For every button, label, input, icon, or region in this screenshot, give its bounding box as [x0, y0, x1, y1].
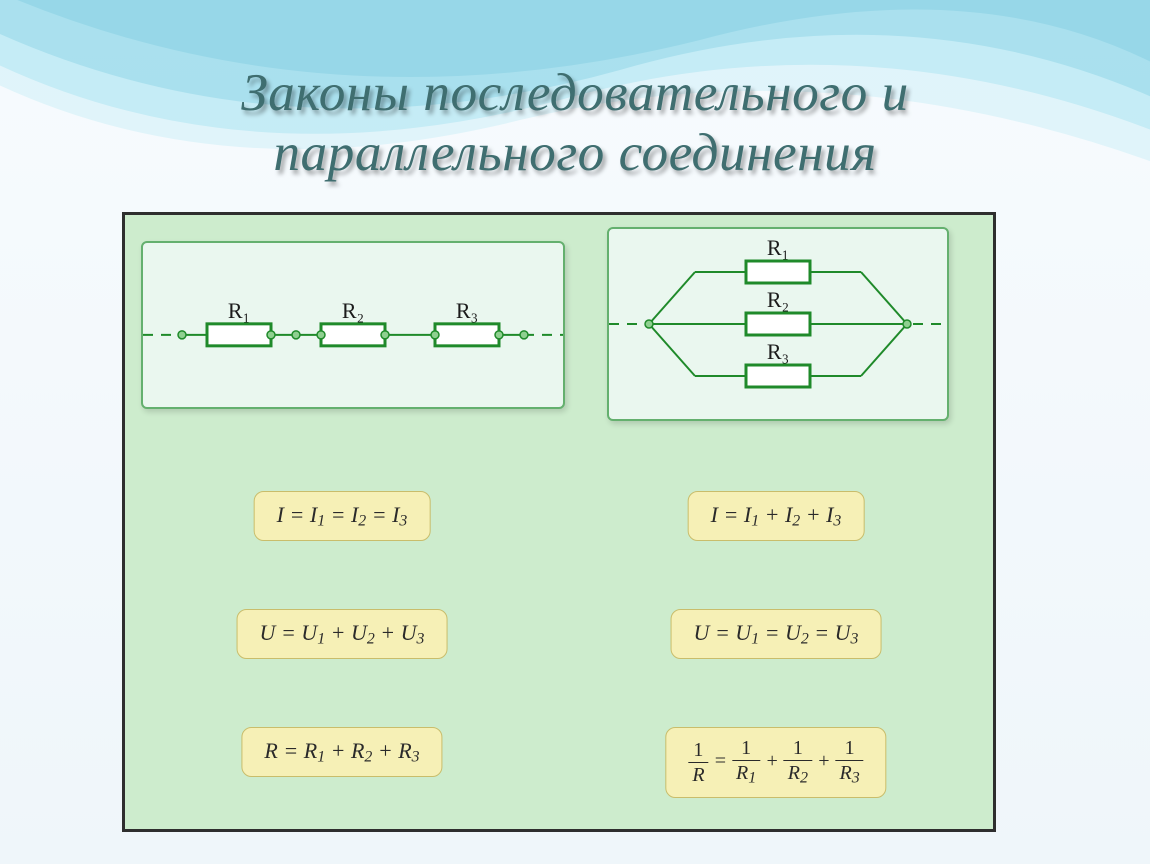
series-circuit-diagram: R₁ R₂ R₃ — [143, 243, 563, 407]
svg-text:R₁: R₁ — [228, 298, 250, 323]
parallel-column: R₁ R₂ R₃ I = I1 + I2 + I3 U = U1 = U2 = U3… — [559, 215, 993, 829]
series-column: R₁ R₂ R₃ I = I1 = I2 = I3 U = U1 + U2 + U3… — [125, 215, 559, 829]
svg-text:R₃: R₃ — [456, 298, 478, 323]
series-resistance-formula: R = R1 + R2 + R3 — [241, 727, 442, 777]
series-current-formula: I = I1 = I2 = I3 — [254, 491, 431, 541]
svg-text:R₂: R₂ — [342, 298, 364, 323]
svg-text:R₃: R₃ — [767, 339, 789, 364]
svg-text:R₁: R₁ — [767, 235, 789, 260]
series-diagram-card: R₁ R₂ R₃ — [141, 241, 565, 409]
title-line-2: параллельного соединения — [0, 122, 1150, 182]
parallel-current-formula: I = I1 + I2 + I3 — [688, 491, 865, 541]
series-voltage-formula: U = U1 + U2 + U3 — [237, 609, 448, 659]
parallel-resistance-formula: 1R = 1R1 + 1R2 + 1R3 — [665, 727, 886, 798]
parallel-circuit-diagram: R₁ R₂ R₃ — [609, 229, 947, 419]
svg-text:R₂: R₂ — [767, 287, 789, 312]
parallel-diagram-card: R₁ R₂ R₃ — [607, 227, 949, 421]
parallel-voltage-formula: U = U1 = U2 = U3 — [671, 609, 882, 659]
slide-title: Законы последовательного и параллельного… — [0, 62, 1150, 182]
content-panel: R₁ R₂ R₃ I = I1 = I2 = I3 U = U1 + U2 + U3… — [122, 212, 996, 832]
title-line-1: Законы последовательного и — [0, 62, 1150, 122]
